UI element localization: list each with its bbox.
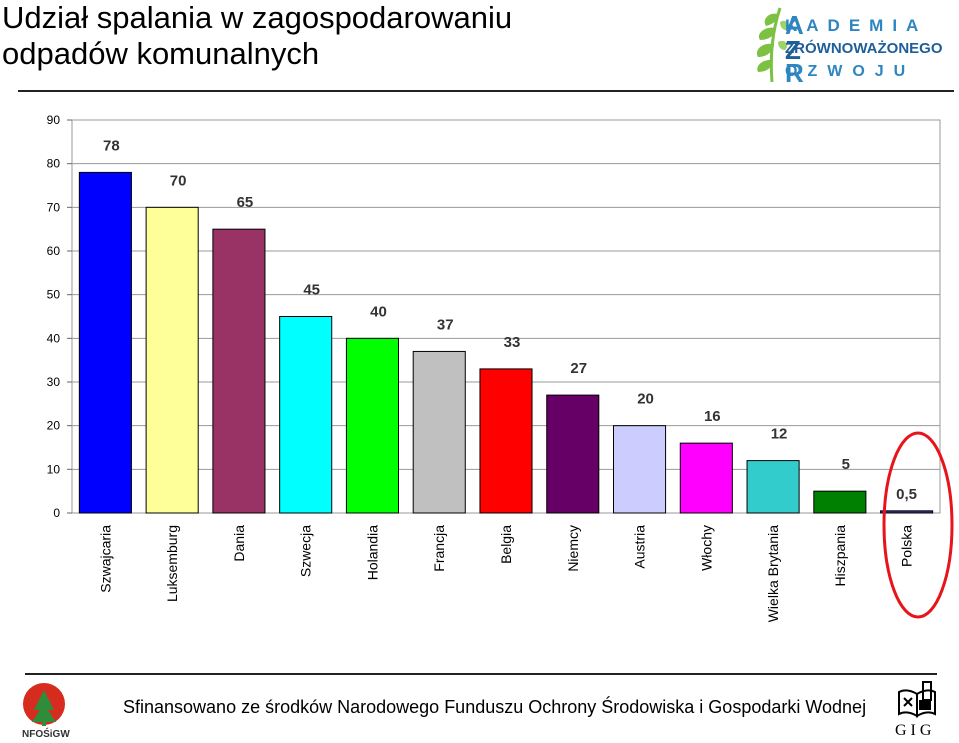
bar-polska	[880, 510, 934, 514]
bar-luksemburg	[145, 206, 199, 514]
title-line-2: odpadów komunalnych	[2, 36, 320, 71]
data-label: 33	[504, 334, 521, 351]
y-tick-label: 70	[47, 200, 61, 214]
bar-dania	[212, 228, 266, 514]
data-label: 70	[170, 172, 187, 189]
bar-szwecja	[279, 316, 333, 514]
bar-holandia	[345, 337, 400, 514]
bar-włochy	[679, 442, 733, 514]
x-tick-label: Belgia	[498, 525, 514, 564]
logo-letter-z: Z	[785, 35, 801, 65]
gig-logo	[898, 681, 936, 718]
bar-francja	[412, 350, 466, 514]
funding-note: Sfinansowano ze środków Narodowego Fundu…	[123, 697, 867, 717]
bar-wielka-brytania	[746, 460, 800, 514]
gig-label: GIG	[895, 722, 936, 739]
bar-austria	[612, 425, 667, 514]
bar-belgia	[479, 368, 533, 514]
nfosigw-logo	[23, 683, 65, 726]
x-tick-label: Włochy	[698, 525, 714, 571]
x-tick-label: Luksemburg	[164, 525, 180, 602]
x-tick-label: Dania	[231, 525, 247, 562]
chart-labels: 78 Szwajcaria 70 Luksemburg 65 Dania 45 Szwecja…	[97, 137, 917, 622]
highlight-ellipse	[882, 431, 954, 619]
data-label: 45	[303, 282, 320, 299]
x-tick-label: Szwajcaria	[97, 525, 113, 593]
bar-hiszpania	[813, 490, 867, 514]
data-label: 0,5	[896, 486, 917, 503]
y-tick-label: 10	[47, 462, 61, 476]
data-label: 20	[637, 391, 654, 408]
y-tick-label: 90	[47, 113, 61, 127]
logo-letter-r: R	[785, 58, 804, 88]
x-tick-label: Niemcy	[565, 525, 581, 572]
y-tick-label: 20	[47, 419, 61, 433]
bar-niemcy	[546, 394, 600, 514]
x-tick-label: Francja	[431, 525, 447, 572]
y-tick-label: 80	[47, 157, 61, 171]
akademia-logo: A Z R	[750, 2, 955, 88]
y-tick-label: 30	[47, 375, 61, 389]
logo-text-line-1: KADEMIA	[785, 16, 928, 35]
title-line-1: Udział spalania w zagospodarowaniu	[2, 0, 513, 35]
logo-letter-a: A	[785, 10, 804, 40]
footer-divider	[25, 673, 937, 675]
data-label: 40	[370, 303, 387, 320]
bar-chart: 0 10 20 30 40 50 60 70 80 90 78 Szwajcaria 70 Luksem…	[47, 113, 941, 622]
x-tick-label: Wielka Brytania	[765, 525, 781, 622]
nfosigw-label: NFOŚiGW	[22, 729, 70, 740]
data-label: 5	[842, 456, 850, 473]
data-label: 27	[570, 360, 587, 377]
data-label: 16	[704, 408, 721, 425]
x-tick-label: Holandia	[364, 525, 380, 580]
data-label: 78	[103, 137, 120, 154]
data-label: 65	[237, 194, 254, 211]
x-tick-label: Polska	[899, 525, 915, 567]
x-tick-label: Hiszpania	[832, 525, 848, 587]
data-label: 12	[771, 426, 788, 443]
page-title: Udział spalania w zagospodarowaniu odpad…	[2, 0, 512, 72]
bar-szwajcaria	[78, 171, 132, 514]
title-divider	[18, 90, 954, 92]
x-tick-label: Austria	[632, 525, 648, 569]
y-tick-label: 60	[47, 244, 61, 258]
data-label: 37	[437, 316, 454, 333]
logo-text-line-2: ZRÓWNOWAŻONEGO	[785, 40, 943, 57]
logo-text-line-3: OZWOJU	[785, 63, 916, 80]
y-tick-label: 50	[47, 288, 61, 302]
leaf-icon	[756, 7, 788, 83]
y-tick-label: 0	[53, 506, 60, 520]
x-tick-label: Szwecja	[298, 525, 314, 577]
y-tick-label: 40	[47, 331, 61, 345]
chart-bars	[78, 171, 934, 514]
